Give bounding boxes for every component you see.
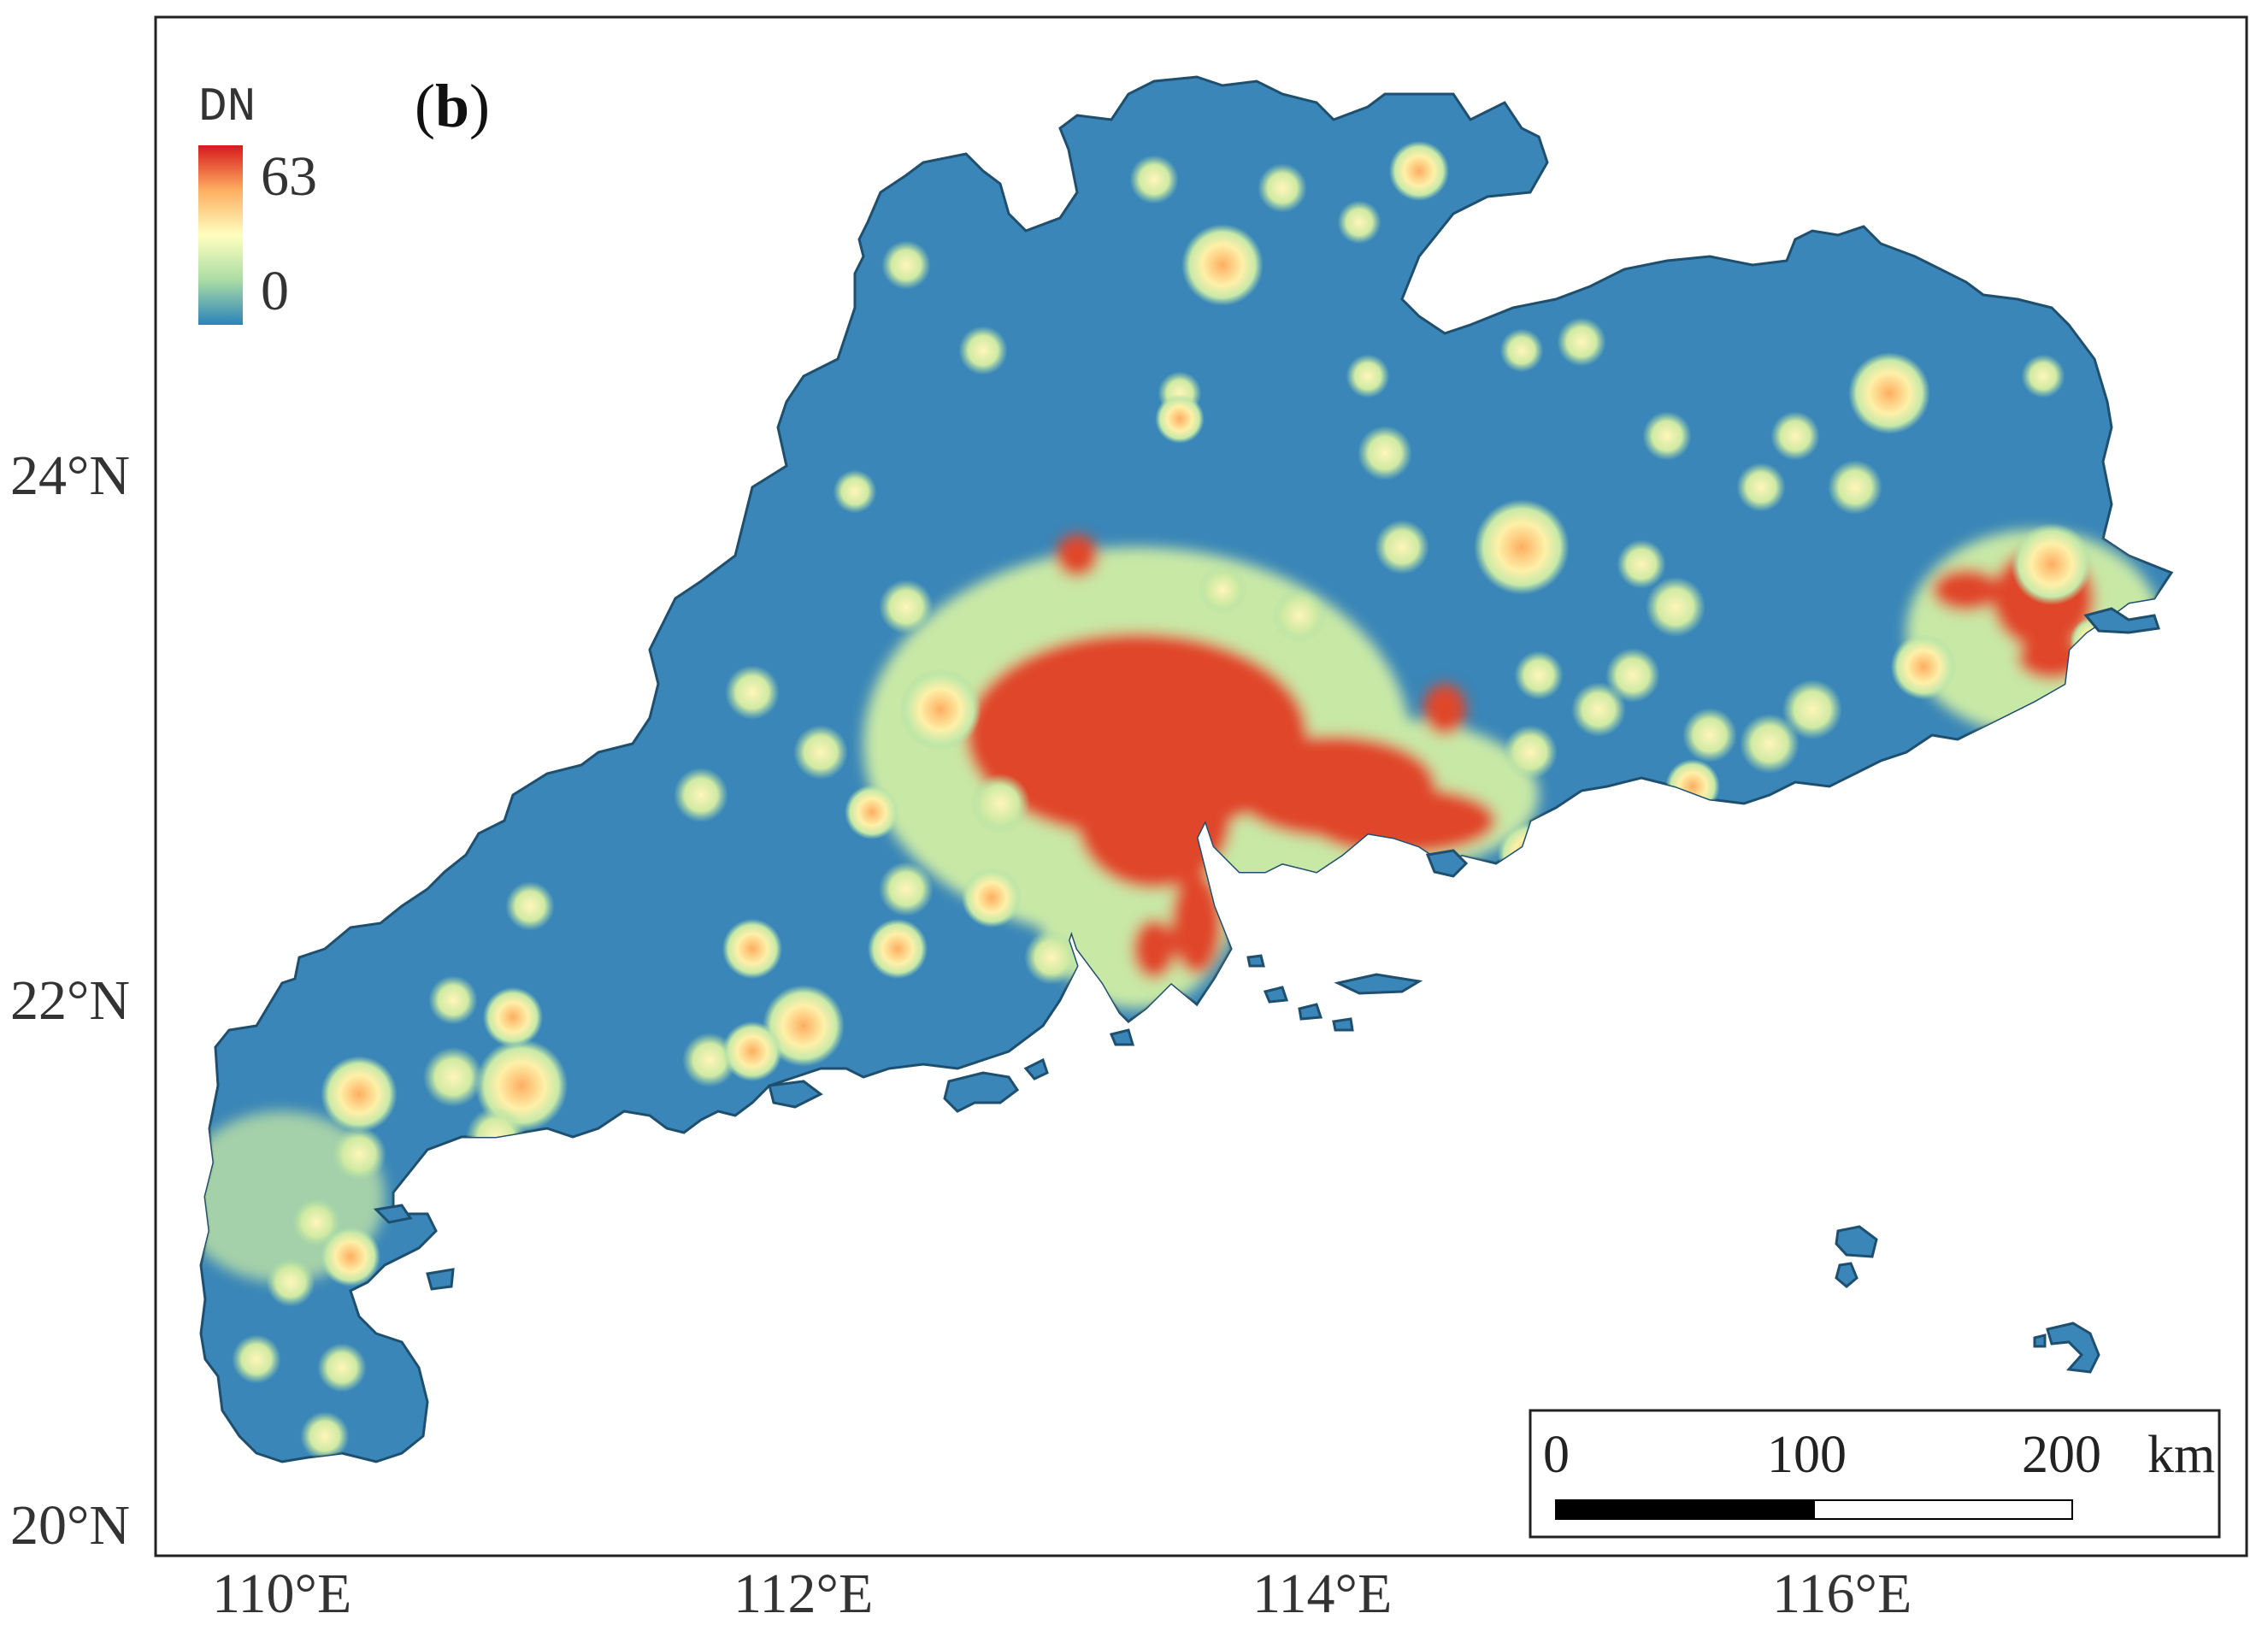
legend-colorbar xyxy=(198,145,243,325)
lat-label-24: 24°N xyxy=(10,445,130,507)
scale-segment-black xyxy=(1555,1499,1815,1520)
city-light-spot xyxy=(1198,565,1247,615)
city-light-spot xyxy=(725,665,780,720)
city-light-spot xyxy=(1770,411,1820,461)
city-light-spot xyxy=(332,1127,386,1181)
city-light-spot xyxy=(1605,648,1660,703)
legend-min-label: 0 xyxy=(261,260,289,322)
city-light-spot xyxy=(958,326,1008,375)
city-light-spot xyxy=(1258,163,1307,213)
city-light-spot xyxy=(1514,651,1564,700)
city-light-spot xyxy=(317,1343,367,1392)
city-light-spot xyxy=(292,1198,341,1247)
city-light-spot xyxy=(1642,411,1692,461)
city-light-spot xyxy=(969,773,1031,834)
scale-segment-white xyxy=(1813,1499,2073,1520)
city-light-spot xyxy=(232,1334,281,1384)
city-light-spot xyxy=(2011,523,2093,605)
city-light-spot xyxy=(1503,725,1558,780)
city-light-spot xyxy=(722,1021,783,1082)
city-light-spot xyxy=(300,1411,350,1461)
scale-unit: km xyxy=(2147,1426,2215,1484)
map-frame xyxy=(154,15,2248,1557)
city-light-spot xyxy=(1181,224,1264,306)
city-light-spot xyxy=(881,240,931,290)
city-light-spot xyxy=(1617,539,1666,589)
city-light-spot xyxy=(763,985,845,1067)
lon-label-112: 112°E xyxy=(733,1563,873,1625)
city-light-spot xyxy=(1557,317,1606,367)
city-light-spot xyxy=(1499,328,1544,373)
city-light-spot xyxy=(1346,354,1390,398)
city-light-spot xyxy=(1024,930,1079,985)
lat-label-22: 22°N xyxy=(10,969,130,1032)
city-light-spot xyxy=(1067,1118,1122,1173)
city-light-spot xyxy=(1155,394,1205,444)
city-light-spot xyxy=(674,768,728,822)
legend: DN 63 0 xyxy=(198,79,317,325)
latitude-labels: 24°N 22°N 20°N xyxy=(10,445,130,1557)
city-light-spot xyxy=(1337,200,1381,244)
lon-label-110: 110°E xyxy=(212,1563,351,1625)
city-light-spot xyxy=(482,986,544,1048)
legend-title: DN xyxy=(198,79,256,134)
city-light-spot xyxy=(1272,588,1327,643)
city-light-spot xyxy=(845,785,899,839)
city-light-spot xyxy=(1388,140,1450,202)
scale-tick-100: 100 xyxy=(1767,1426,1847,1484)
city-light-spot xyxy=(961,867,1022,928)
scale-tick-0: 0 xyxy=(1543,1426,1570,1484)
panel-label: (b) xyxy=(415,72,490,140)
city-light-spot xyxy=(1129,155,1179,204)
city-light-spot xyxy=(879,862,934,916)
longitude-labels: 110°E 112°E 114°E 116°E xyxy=(212,1563,1912,1625)
city-light-spot xyxy=(1112,1146,1162,1196)
city-light-spot xyxy=(879,580,934,634)
city-light-spot xyxy=(266,1257,315,1307)
city-light-spot xyxy=(1739,713,1800,774)
scale-tick-200: 200 xyxy=(2022,1426,2101,1484)
city-light-spot xyxy=(1848,352,1930,434)
city-light-spot xyxy=(321,1056,398,1133)
city-light-spot xyxy=(1358,426,1412,480)
city-light-spot xyxy=(428,975,478,1025)
city-light-spot xyxy=(1828,460,1882,515)
city-light-spot xyxy=(1474,499,1570,595)
city-light-spot xyxy=(722,918,783,980)
city-light-spot xyxy=(1645,576,1706,638)
city-light-spot xyxy=(793,725,848,780)
city-light-spot xyxy=(1682,708,1737,762)
city-light-spot xyxy=(899,668,981,751)
city-light-spot xyxy=(1571,682,1626,737)
lon-label-114: 114°E xyxy=(1252,1563,1392,1625)
lat-label-20: 20°N xyxy=(10,1494,130,1557)
city-light-spot xyxy=(1497,821,1564,888)
lon-label-116: 116°E xyxy=(1772,1563,1912,1625)
city-light-spot xyxy=(833,469,877,514)
city-light-spot xyxy=(320,1226,381,1287)
scale-bar: 0 100 200 km xyxy=(1529,1409,2221,1539)
city-light-spot xyxy=(1736,462,1786,512)
city-light-spot xyxy=(2021,354,2065,398)
city-light-spot xyxy=(1782,679,1843,740)
legend-max-label: 63 xyxy=(261,145,317,208)
city-light-spot xyxy=(465,1106,527,1168)
city-light-spot xyxy=(505,881,555,931)
city-light-spot xyxy=(422,1046,484,1108)
city-light-spot xyxy=(1375,520,1429,574)
islands xyxy=(373,607,2160,1374)
city-light-spot xyxy=(1890,633,1957,700)
city-light-spot xyxy=(867,918,928,980)
